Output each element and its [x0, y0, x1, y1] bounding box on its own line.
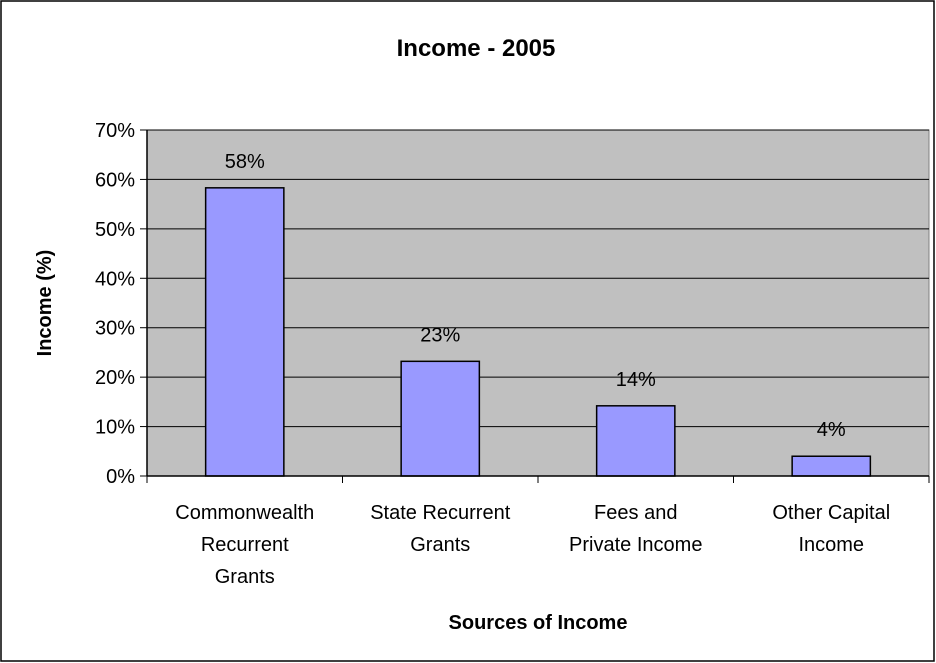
bar — [204, 187, 285, 477]
chart-title: Income - 2005 — [397, 35, 556, 62]
y-tick-label: 60% — [95, 169, 135, 191]
y-tick-label: 30% — [95, 318, 135, 340]
y-tick-label: 10% — [95, 417, 135, 439]
x-category-label-line: Recurrent — [201, 534, 289, 556]
bar — [400, 360, 481, 477]
x-category-label-line: Income — [798, 534, 864, 556]
x-category-label: Commonwealth Recurrent Grants — [175, 502, 314, 588]
x-category-label-line: Commonwealth — [175, 502, 314, 524]
bar — [595, 405, 676, 477]
y-tick-label: 20% — [95, 367, 135, 389]
x-category-label-line: Private Income — [569, 534, 702, 556]
y-tick-label: 40% — [95, 268, 135, 290]
axes — [146, 130, 929, 477]
y-tick-label: 70% — [95, 120, 135, 142]
x-category-label: State Recurrent Grants — [370, 502, 511, 556]
x-category-label-line: Other Capital — [772, 502, 890, 524]
data-label: 14% — [616, 369, 656, 391]
y-axis-title: Income (%) — [34, 250, 56, 357]
data-label: 23% — [420, 324, 460, 346]
y-tick-label: 50% — [95, 219, 135, 241]
x-category-label-line: Fees and — [594, 502, 677, 524]
x-category-label-line: Grants — [410, 534, 470, 556]
x-category-label-line: State Recurrent — [370, 502, 511, 524]
bar — [791, 455, 872, 477]
x-category-label-line: Grants — [215, 566, 275, 588]
y-tick-label: 0% — [106, 466, 135, 488]
x-axis-title: Sources of Income — [449, 612, 628, 634]
x-category-label: Other Capital Income — [772, 502, 890, 556]
x-category-label: Fees and Private Income — [569, 502, 702, 556]
data-label: 4% — [817, 419, 846, 441]
bars — [204, 187, 872, 477]
data-labels: 58% 23% 14% 4% — [225, 151, 846, 441]
y-tick-labels: 0% 10% 20% 30% 40% 50% 60% 70% — [95, 120, 135, 488]
data-label: 58% — [225, 151, 265, 173]
